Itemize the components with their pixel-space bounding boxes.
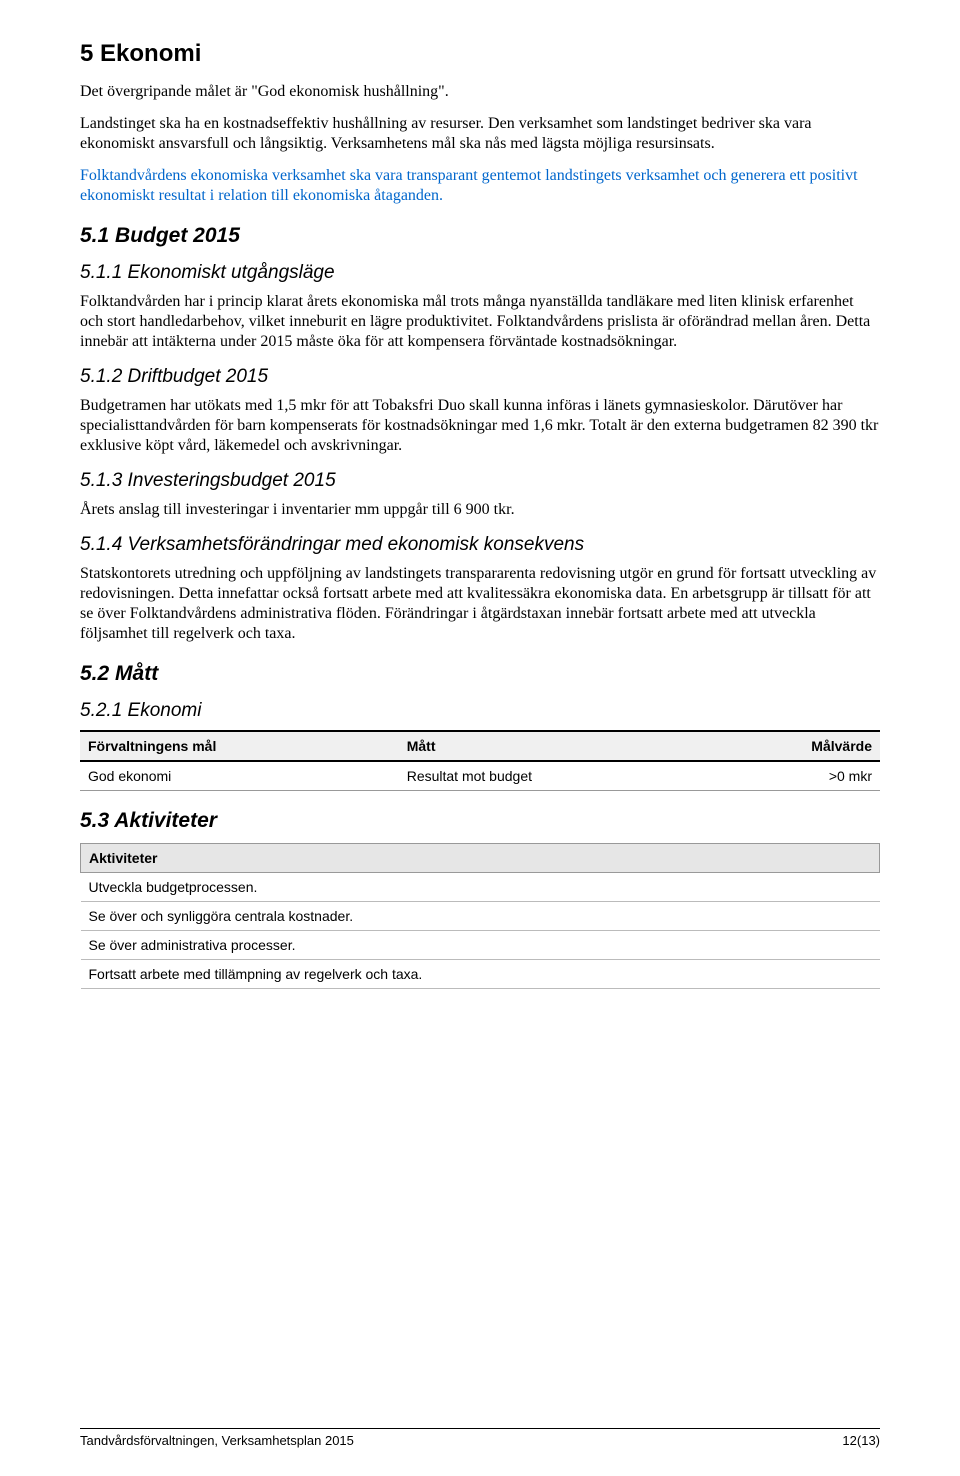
cell-aktivitet: Utveckla budgetprocessen.: [81, 873, 880, 902]
cell-aktivitet: Se över administrativa processer.: [81, 931, 880, 960]
paragraph-intro-2: Landstinget ska ha en kostnadseffektiv h…: [80, 114, 880, 154]
heading-investeringsbudget: 5.1.3 Investeringsbudget 2015: [80, 470, 880, 492]
heading-ekonomi-matt: 5.2.1 Ekonomi: [80, 700, 880, 722]
col-matt: Mått: [399, 731, 711, 761]
heading-verksamhetsforandringar: 5.1.4 Verksamhetsförändringar med ekonom…: [80, 534, 880, 556]
heading-ekonomiskt-utgangslage: 5.1.1 Ekonomiskt utgångsläge: [80, 262, 880, 284]
page-footer: Tandvårdsförvaltningen, Verksamhetsplan …: [80, 1428, 880, 1448]
document-page: 5 Ekonomi Det övergripande målet är "God…: [0, 0, 960, 1476]
table-row: Se över och synliggöra centrala kostnade…: [81, 902, 880, 931]
table-row: Se över administrativa processer.: [81, 931, 880, 960]
cell-aktivitet: Se över och synliggöra centrala kostnade…: [81, 902, 880, 931]
footer-title: Tandvårdsförvaltningen, Verksamhetsplan …: [80, 1433, 354, 1448]
cell-malvarde: >0 mkr: [711, 761, 880, 791]
paragraph-513: Årets anslag till investeringar i invent…: [80, 500, 880, 520]
paragraph-intro-3-blue: Folktandvårdens ekonomiska verksamhet sk…: [80, 166, 880, 206]
table-header-row: Aktiviteter: [81, 844, 880, 873]
cell-aktivitet: Fortsatt arbete med tillämpning av regel…: [81, 960, 880, 989]
matt-table: Förvaltningens mål Mått Målvärde God eko…: [80, 730, 880, 791]
heading-driftbudget: 5.1.2 Driftbudget 2015: [80, 366, 880, 388]
paragraph-511: Folktandvården har i princip klarat året…: [80, 292, 880, 352]
col-forvaltningens-mal: Förvaltningens mål: [80, 731, 399, 761]
table-header-row: Förvaltningens mål Mått Målvärde: [80, 731, 880, 761]
paragraph-intro-1: Det övergripande målet är "God ekonomisk…: [80, 82, 880, 102]
table-row: Fortsatt arbete med tillämpning av regel…: [81, 960, 880, 989]
heading-aktiviteter: 5.3 Aktiviteter: [80, 809, 880, 833]
cell-matt: Resultat mot budget: [399, 761, 711, 791]
paragraph-512: Budgetramen har utökats med 1,5 mkr för …: [80, 396, 880, 456]
heading-ekonomi: 5 Ekonomi: [80, 40, 880, 68]
heading-budget-2015: 5.1 Budget 2015: [80, 224, 880, 248]
heading-matt: 5.2 Mått: [80, 662, 880, 686]
footer-page-number: 12(13): [842, 1433, 880, 1448]
paragraph-514: Statskontorets utredning och uppföljning…: [80, 564, 880, 644]
table-row: Utveckla budgetprocessen.: [81, 873, 880, 902]
col-malvarde: Målvärde: [711, 731, 880, 761]
col-aktiviteter: Aktiviteter: [81, 844, 880, 873]
table-row: God ekonomi Resultat mot budget >0 mkr: [80, 761, 880, 791]
cell-mal: God ekonomi: [80, 761, 399, 791]
aktiviteter-table: Aktiviteter Utveckla budgetprocessen. Se…: [80, 843, 880, 989]
